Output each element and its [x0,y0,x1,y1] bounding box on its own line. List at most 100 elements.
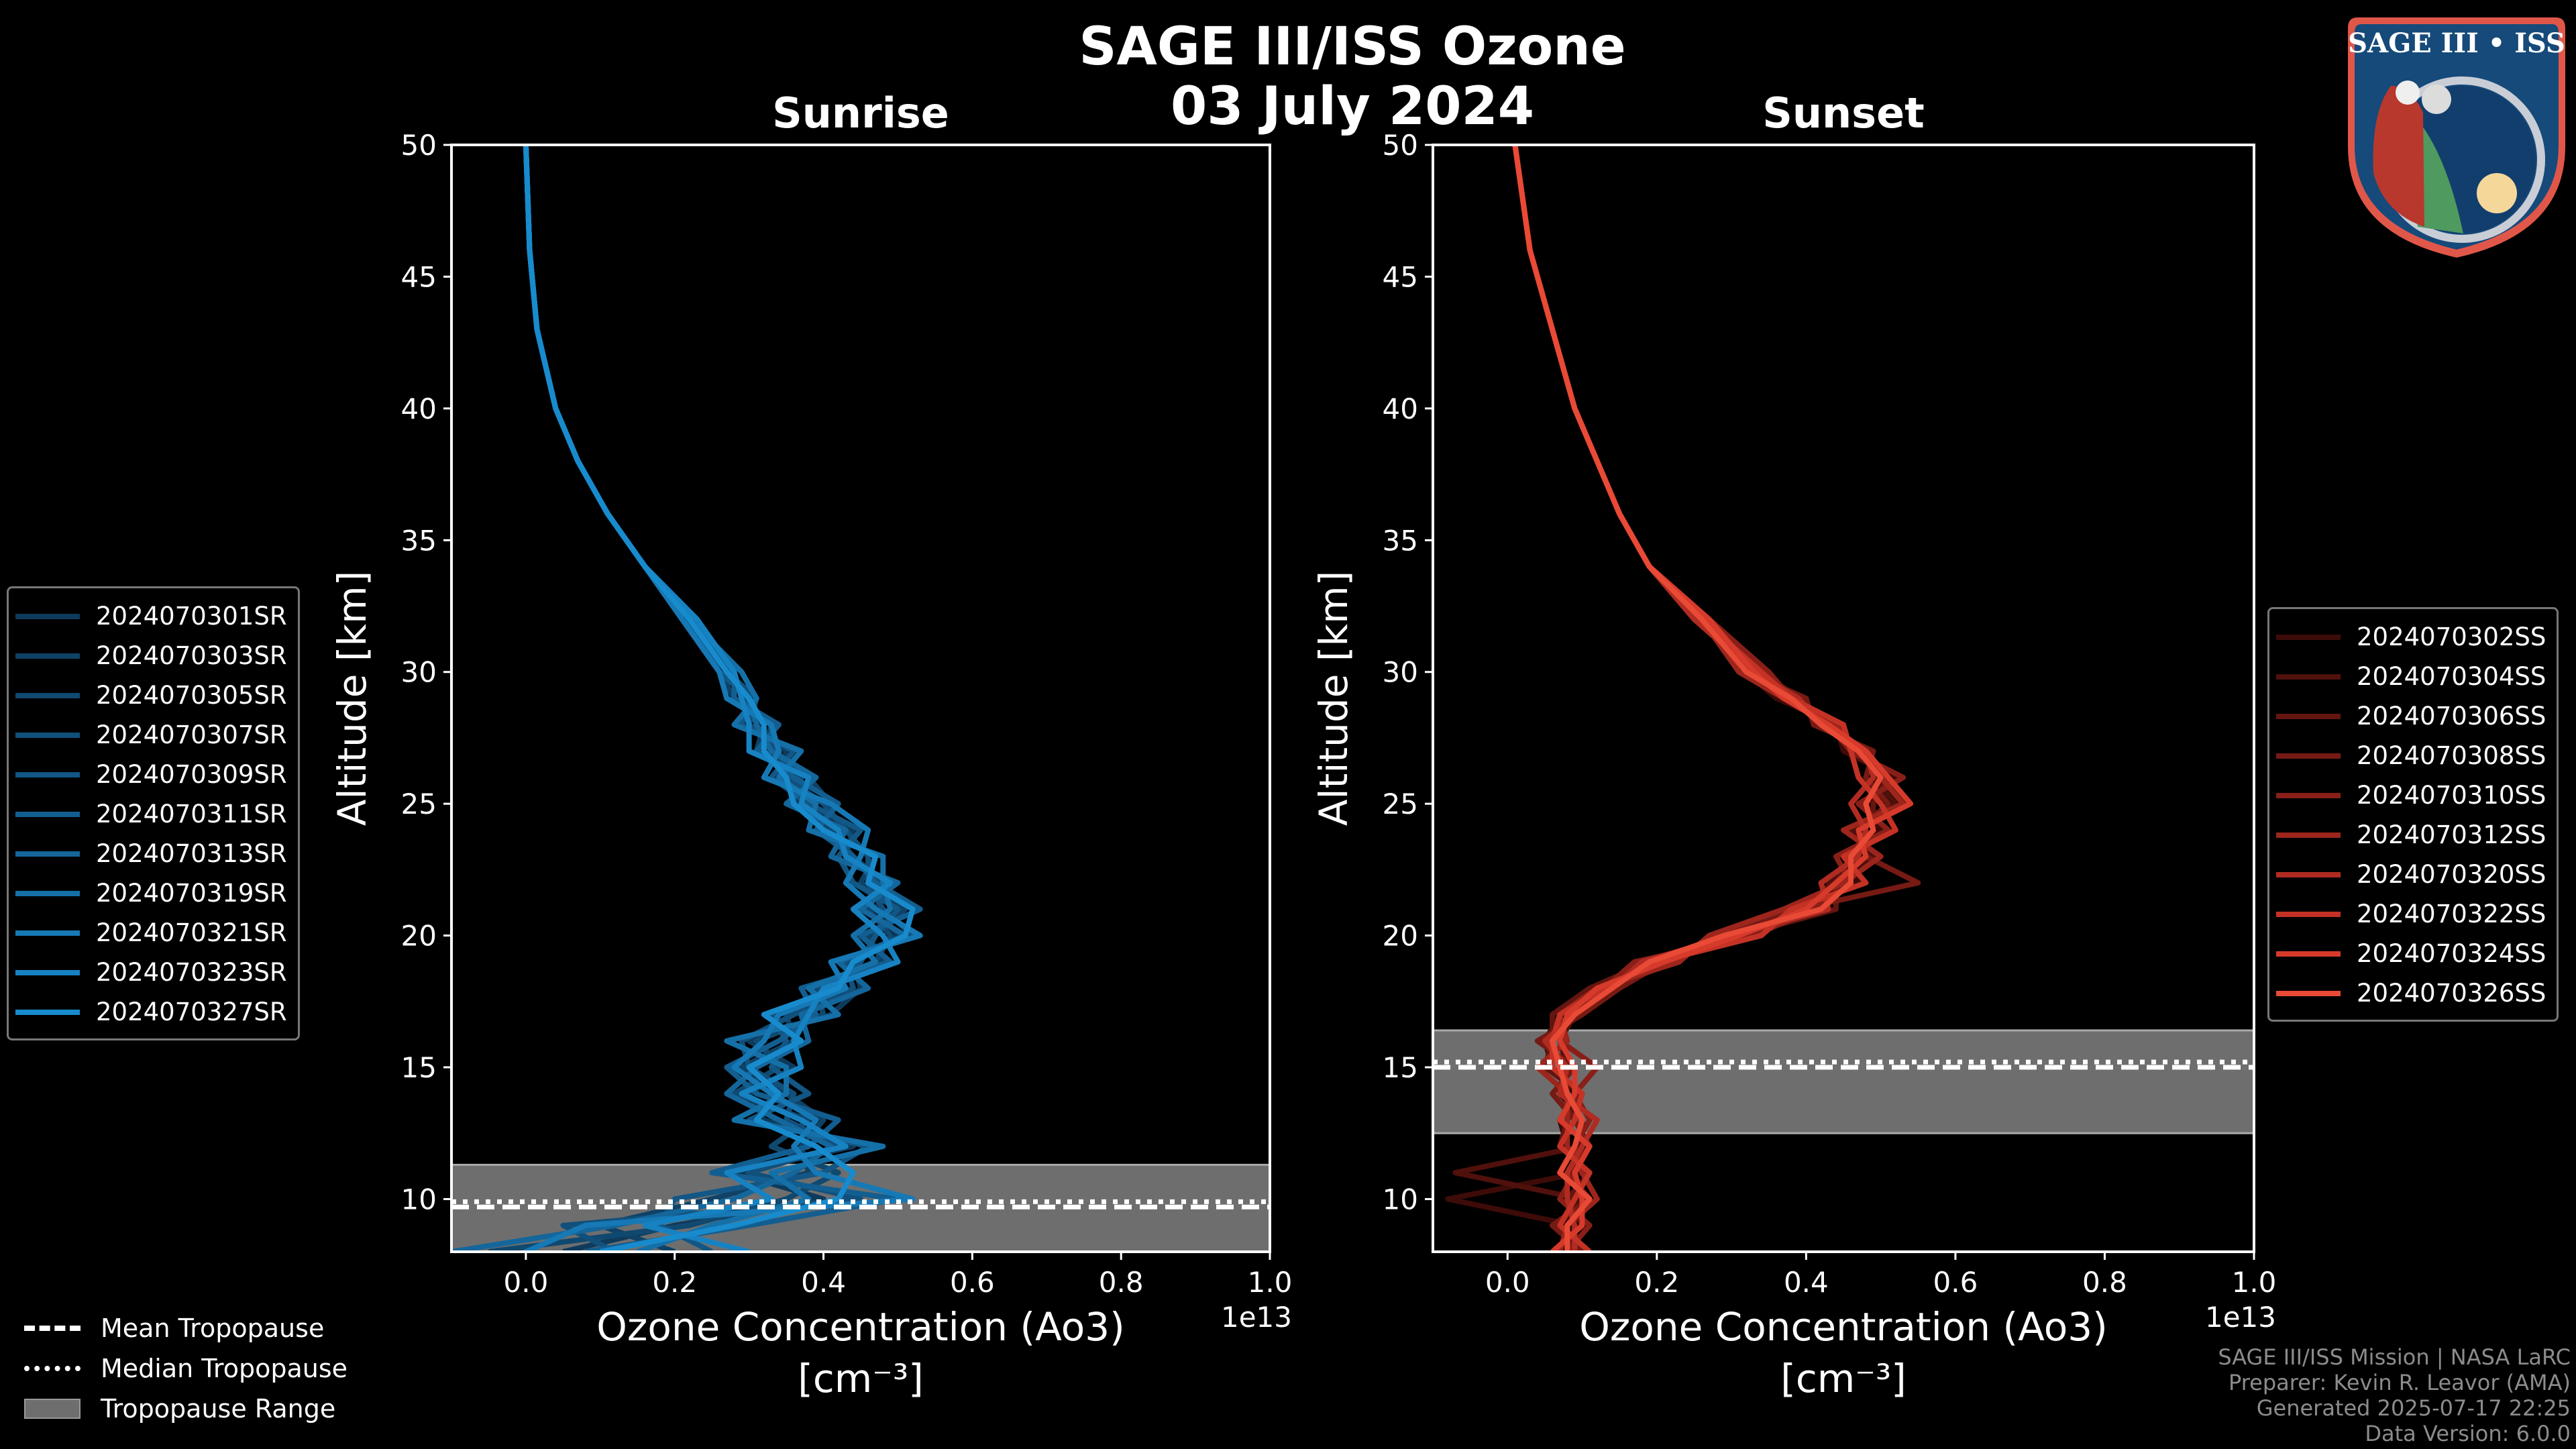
plot-area [1433,145,2254,1252]
footer-credits: SAGE III/ISS Mission | NASA LaRC Prepare… [2218,1344,2571,1446]
legend-swatch [15,969,80,975]
x-axis-unit: [cm⁻³] [798,1356,924,1401]
legend-swatch [2276,990,2341,996]
x-tick-label: 0.0 [1485,1266,1530,1299]
legend-item: 2024070326SS [2276,973,2546,1013]
y-tick-label: 40 [1383,392,1418,425]
x-tick-label: 0.2 [652,1266,697,1299]
legend-item: 2024070305SR [15,676,287,715]
x-tick-label: 0.2 [1634,1266,1679,1299]
legend-label: 2024070309SR [96,760,287,789]
figure-title-line1: SAGE III/ISS Ozone [1079,17,1625,77]
profile-line-2024070327SR [523,145,916,1252]
legend-label: 2024070312SS [2357,820,2546,849]
legend-label: 2024070323SR [96,958,287,987]
legend-label: 2024070310SS [2357,781,2546,810]
legend-item: 2024070319SR [15,873,287,913]
legend-label: 2024070326SS [2357,979,2546,1008]
profile-line-2024070326SS [1512,145,1884,1252]
sunset-panel: 0.0 0.2 0.4 0.6 0.8 1.0 10 15 20 25 30 35 40 45 50 Suns… [1311,89,2276,1401]
x-tick-label: 1.0 [1248,1266,1293,1299]
x-tick-label: 0.0 [504,1266,549,1299]
figure-title-line2: 03 July 2024 [1171,76,1534,137]
legend-swatch [2276,713,2341,719]
legend-label: 2024070311SR [96,800,287,828]
plot-frame [450,144,1271,1253]
legend-swatch [2276,634,2341,640]
y-tick-label: 10 [401,1183,437,1216]
legend-swatch [15,890,80,896]
legend-swatch [15,851,80,857]
legend-swatch [2276,792,2341,798]
legend-swatch [15,930,80,936]
y-tick-label: 10 [1383,1183,1418,1216]
legend-swatch [2276,674,2341,680]
legend-label: 2024070304SS [2357,662,2546,691]
footer-mission: SAGE III/ISS Mission | NASA LaRC [2218,1344,2571,1370]
sunrise-legend: 2024070301SR 2024070303SR 2024070305SR 2024… [7,586,300,1040]
y-tick-label: 15 [1383,1051,1418,1084]
legend-label: 2024070322SS [2357,900,2546,928]
plot-area [451,145,1270,1252]
legend-tropopause-range: Tropopause Range [24,1389,347,1429]
dashed-line-swatch [24,1326,80,1331]
legend-item: 2024070309SR [15,755,287,794]
x-tick-label: 0.6 [1933,1266,1978,1299]
legend-label: 2024070308SS [2357,741,2546,770]
legend-item: 2024070324SS [2276,934,2546,973]
legend-item: 2024070327SR [15,992,287,1032]
dotted-line-swatch [24,1366,80,1371]
x-axis-unit: [cm⁻³] [1780,1356,1907,1401]
y-tick-label: 25 [1383,788,1418,820]
footer-data-version: Data Version: 6.0.0 [2365,1421,2571,1446]
legend-swatch [2276,871,2341,877]
legend-label: 2024070319SR [96,879,287,908]
legend-item: 2024070302SS [2276,617,2546,657]
y-tick-label: 50 [401,129,437,162]
x-tick-label: 1.0 [2232,1266,2277,1299]
legend-item: 2024070306SS [2276,696,2546,736]
legend-item: 2024070323SR [15,953,287,992]
x-tick-label: 0.6 [950,1266,995,1299]
sunset-legend: 2024070302SS 2024070304SS 2024070306SS 2024… [2267,607,2559,1022]
y-tick-label: 35 [401,524,437,557]
tropopause-range-label: Tropopause Range [101,1394,336,1424]
legend-swatch [15,732,80,738]
legend-mean-tropopause: Mean Tropopause [24,1308,347,1348]
legend-item: 2024070307SR [15,715,287,755]
y-tick-label: 50 [1383,129,1418,162]
legend-label: 2024070324SS [2357,939,2546,968]
legend-item: 2024070311SR [15,794,287,834]
y-tick-label: 30 [401,656,437,689]
y-tick-label: 20 [1383,920,1418,953]
panel-title: Sunrise [772,89,949,138]
x-tick-label: 0.4 [1784,1266,1829,1299]
legend-item: 2024070301SR [15,596,287,636]
legend-item: 2024070310SS [2276,775,2546,815]
y-tick-label: 45 [401,260,437,293]
legend-swatch [15,653,80,659]
legend-label: 2024070306SS [2357,702,2546,731]
x-axis-multiplier: 1e13 [2205,1301,2276,1334]
plot-background [451,145,1270,1252]
y-tick-label: 25 [401,788,437,820]
mean-tropopause-label: Mean Tropopause [101,1313,325,1343]
legend-swatch [15,1009,80,1015]
legend-item: 2024070313SR [15,834,287,873]
svg-text:SAGE III • ISS: SAGE III • ISS [2348,28,2565,59]
legend-item: 2024070322SS [2276,894,2546,934]
y-tick-label: 40 [401,392,437,425]
legend-label: 2024070327SR [96,998,287,1026]
x-tick-label: 0.8 [2082,1266,2127,1299]
legend-swatch [2276,832,2341,838]
footer-generated: Generated 2025-07-17 22:25 [2256,1395,2571,1421]
panel-title: Sunset [1762,89,1925,138]
legend-swatch [15,613,80,619]
x-tick-label: 0.4 [801,1266,846,1299]
y-axis-label: Altitude [km] [329,571,375,826]
legend-label: 2024070302SS [2357,623,2546,651]
y-tick-label: 45 [1383,260,1418,293]
legend-item: 2024070308SS [2276,736,2546,775]
x-axis-multiplier: 1e13 [1221,1301,1292,1334]
